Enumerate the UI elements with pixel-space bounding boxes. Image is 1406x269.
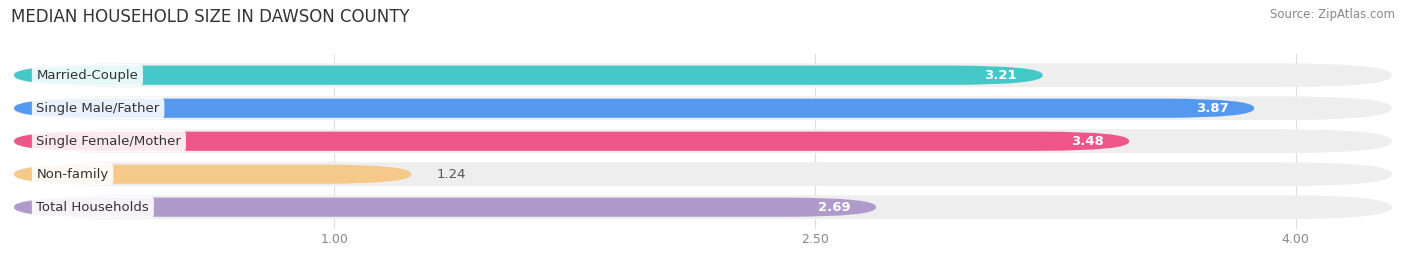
Text: 3.87: 3.87 [1195, 102, 1229, 115]
FancyBboxPatch shape [14, 132, 1129, 151]
Text: Married-Couple: Married-Couple [37, 69, 138, 82]
FancyBboxPatch shape [14, 96, 1392, 120]
FancyBboxPatch shape [14, 162, 1392, 186]
FancyBboxPatch shape [14, 99, 1254, 118]
Text: 3.21: 3.21 [984, 69, 1017, 82]
Text: Single Female/Mother: Single Female/Mother [37, 135, 181, 148]
FancyBboxPatch shape [14, 198, 876, 217]
Text: Non-family: Non-family [37, 168, 108, 181]
Text: 1.24: 1.24 [437, 168, 467, 181]
Text: MEDIAN HOUSEHOLD SIZE IN DAWSON COUNTY: MEDIAN HOUSEHOLD SIZE IN DAWSON COUNTY [11, 8, 411, 26]
FancyBboxPatch shape [14, 129, 1392, 153]
Text: Source: ZipAtlas.com: Source: ZipAtlas.com [1270, 8, 1395, 21]
Text: 3.48: 3.48 [1071, 135, 1104, 148]
Text: 2.69: 2.69 [818, 201, 851, 214]
FancyBboxPatch shape [14, 165, 412, 184]
Text: Single Male/Father: Single Male/Father [37, 102, 160, 115]
FancyBboxPatch shape [14, 66, 1043, 85]
FancyBboxPatch shape [14, 63, 1392, 87]
Text: Total Households: Total Households [37, 201, 149, 214]
FancyBboxPatch shape [14, 195, 1392, 219]
